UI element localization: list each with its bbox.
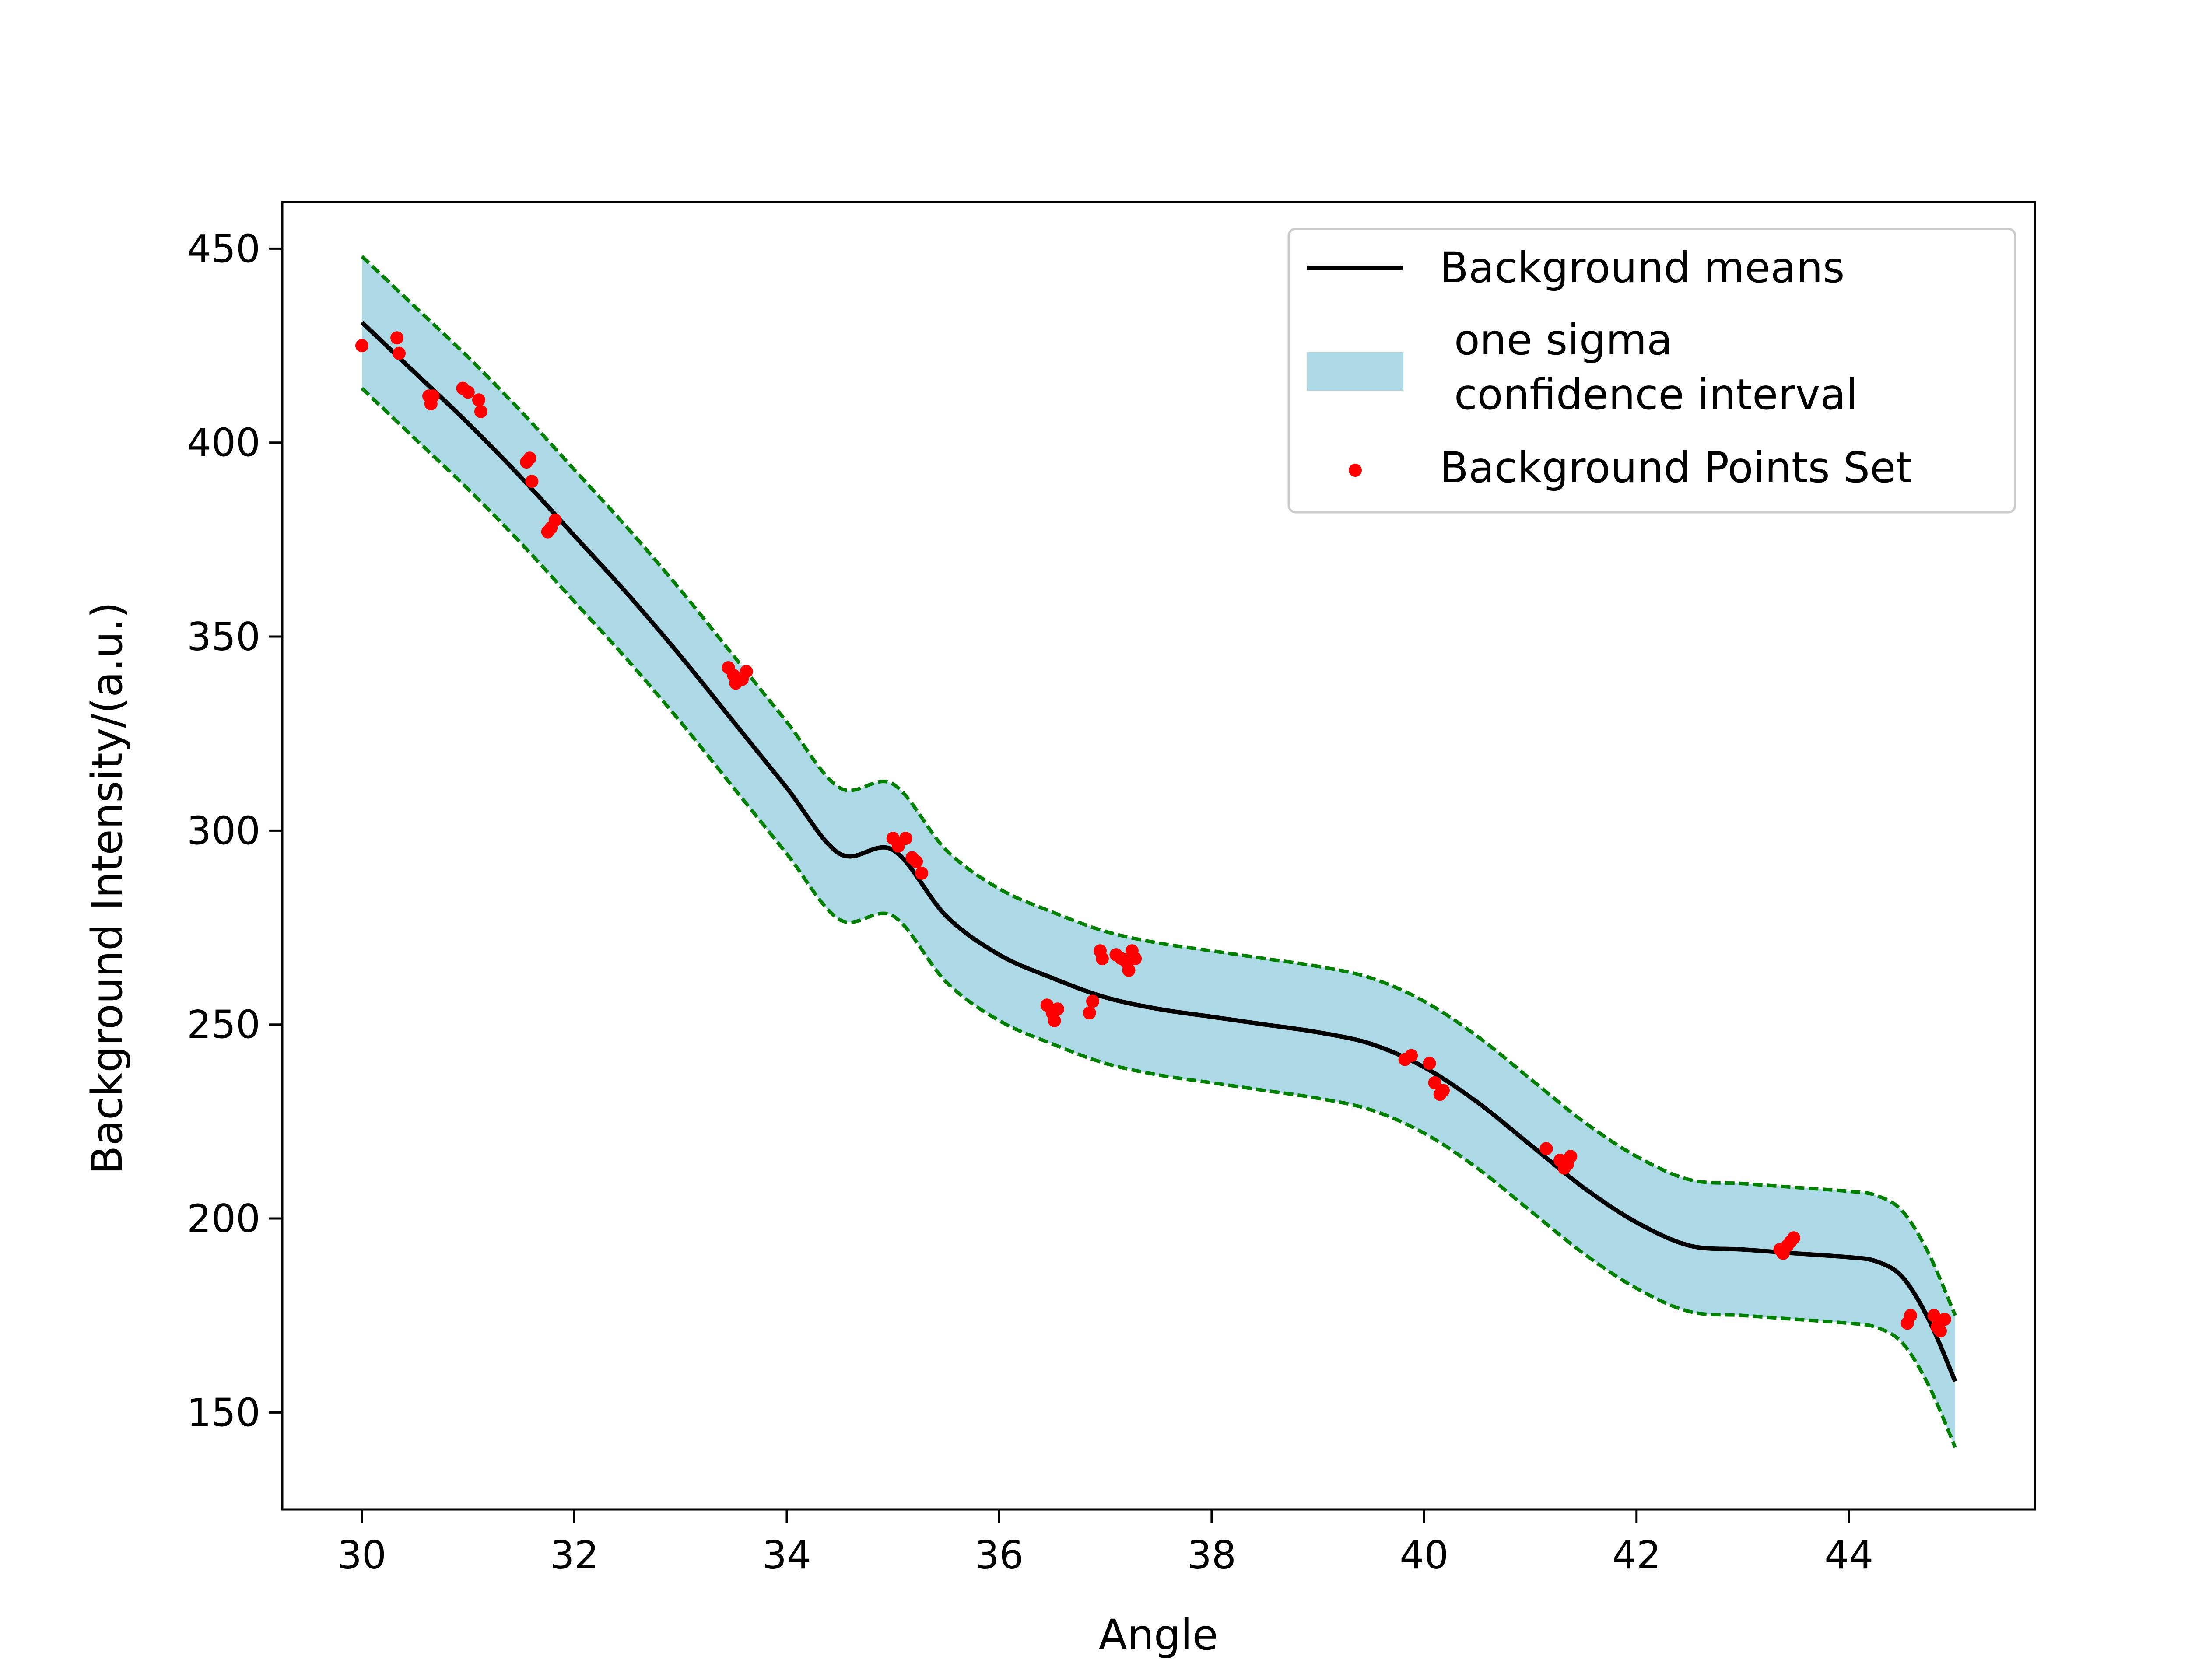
x-tick-label: 30: [337, 1533, 386, 1578]
background-point: [1539, 1142, 1553, 1155]
x-tick-label: 38: [1187, 1533, 1236, 1578]
legend: Background means one sigma confidence inte…: [1287, 228, 2016, 514]
background-point: [1934, 1324, 1947, 1338]
background-point: [1904, 1309, 1917, 1322]
background-point: [915, 866, 929, 880]
y-tick-label: 400: [187, 420, 260, 466]
x-tick-label: 34: [762, 1533, 811, 1578]
y-tick-label: 300: [187, 808, 260, 853]
legend-band-swatch: [1307, 352, 1403, 391]
y-axis-title: Background Intensity/(a.u.): [83, 602, 132, 1174]
background-point: [1423, 1057, 1436, 1070]
background-point: [1428, 1076, 1441, 1089]
x-tick-label: 40: [1399, 1533, 1448, 1578]
background-point: [525, 475, 539, 488]
plot-area: [355, 255, 1957, 1448]
confidence-lower-edge: [361, 387, 1957, 1448]
background-point: [1048, 1014, 1061, 1027]
background-point: [474, 405, 487, 418]
background-point: [1051, 1002, 1064, 1016]
background-point: [523, 452, 536, 465]
background-point: [1437, 1084, 1450, 1097]
confidence-band: [362, 256, 1955, 1448]
y-tick-label: 350: [187, 614, 260, 659]
x-axis-title: Angle: [1098, 1610, 1218, 1659]
legend-box: [1287, 228, 2016, 514]
plot-frame: [281, 201, 2036, 1511]
background-point: [472, 393, 485, 407]
legend-label-means: Background means: [1440, 243, 1845, 292]
background-point: [740, 665, 753, 678]
legend-point-swatch: [1349, 464, 1362, 477]
background-point: [899, 832, 912, 845]
legend-label-sigma-line1: one sigma: [1454, 315, 1673, 364]
background-point: [1405, 1049, 1418, 1062]
background-point: [393, 346, 406, 360]
y-tick-label: 250: [187, 1002, 260, 1047]
x-tick-label: 44: [1824, 1533, 1873, 1578]
background-point: [1086, 994, 1099, 1008]
background-point: [355, 339, 368, 353]
background-point: [910, 855, 923, 868]
confidence-upper-edge: [361, 255, 1957, 1316]
background-point: [1129, 952, 1142, 965]
background-point: [390, 331, 404, 345]
y-tick-label: 200: [187, 1196, 260, 1241]
background-point: [1083, 1006, 1096, 1020]
legend-label-points: Background Points Set: [1440, 443, 1912, 492]
background-point: [548, 514, 562, 527]
background-point: [426, 389, 440, 403]
background-point: [1787, 1231, 1800, 1245]
x-tick-label: 42: [1612, 1533, 1661, 1578]
background-point: [1564, 1150, 1578, 1163]
axes: 30 32 34 36 38 40 42 44 150 200 250 300 350 400 450: [187, 201, 2036, 1578]
legend-label-sigma-line2: confidence interval: [1454, 370, 1858, 419]
background-point: [1938, 1312, 1951, 1326]
x-tick-label: 36: [975, 1533, 1024, 1578]
y-tick-label: 150: [187, 1390, 260, 1435]
background-means-line: [360, 321, 1957, 1382]
background-point: [461, 385, 475, 399]
background-point: [1095, 952, 1109, 965]
y-tick-label: 450: [187, 226, 260, 271]
background-point: [1927, 1309, 1941, 1322]
background-point: [1122, 963, 1136, 977]
x-tick-label: 32: [550, 1533, 599, 1578]
